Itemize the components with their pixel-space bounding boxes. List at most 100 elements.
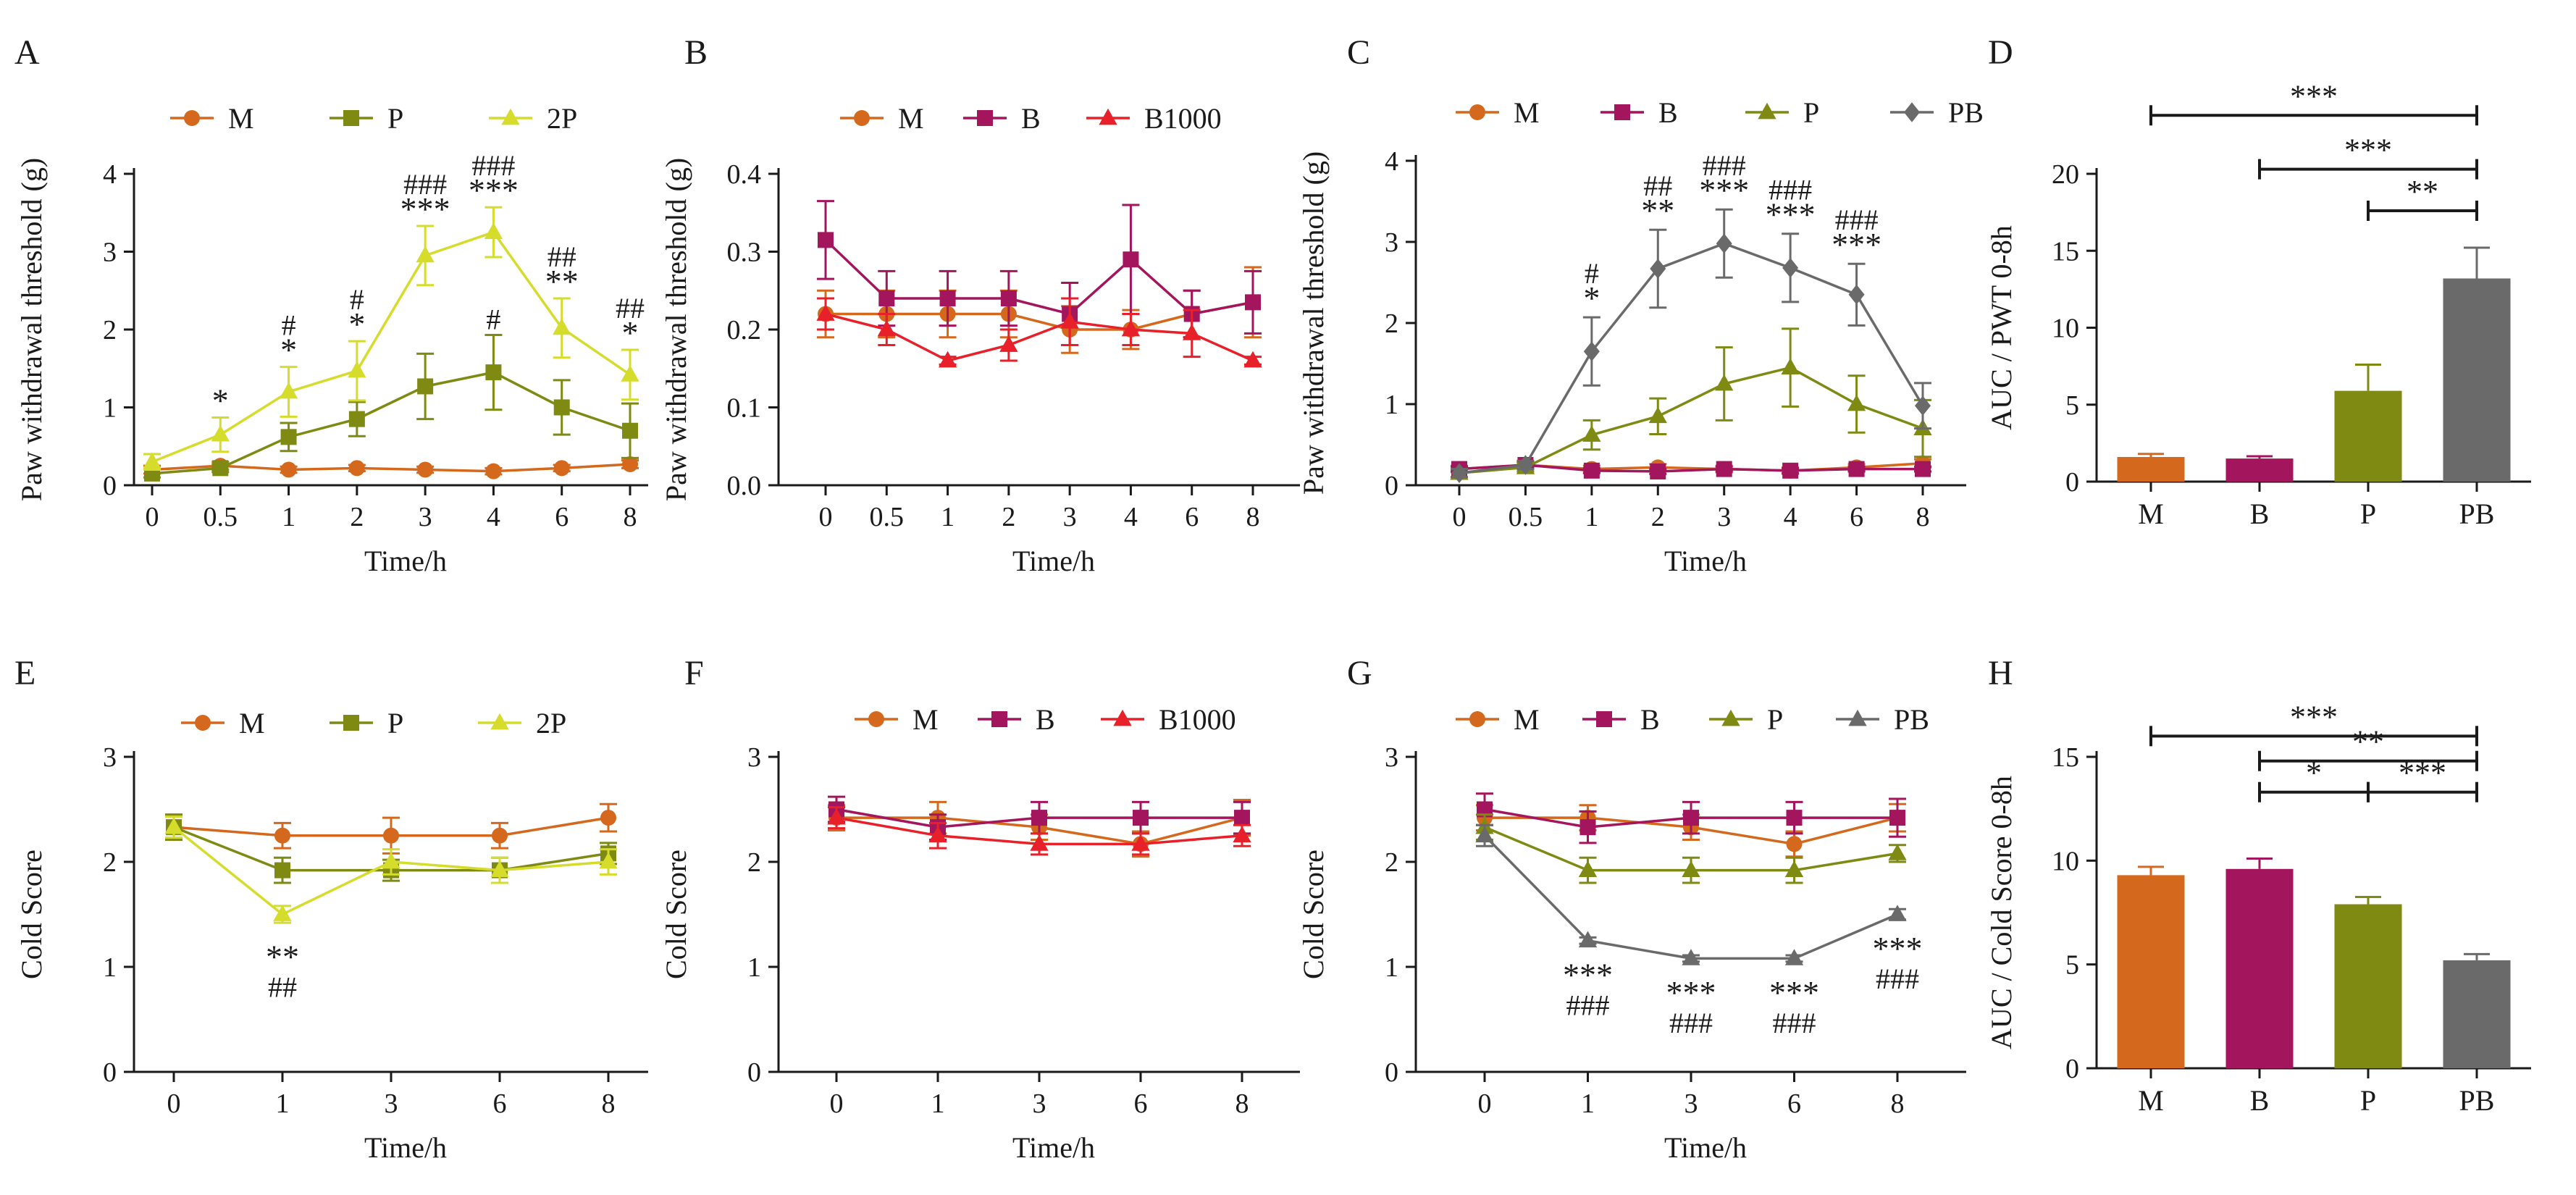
data-point [1784, 949, 1804, 965]
data-point [1847, 394, 1866, 411]
significance-mark: ## [547, 240, 576, 273]
bracket-label: ** [2352, 724, 2384, 760]
significance-mark: ** [1641, 192, 1674, 229]
x-tick-label: 8 [602, 1089, 616, 1119]
x-tick-label: M [2138, 498, 2164, 530]
series-line [824, 239, 1254, 316]
x-tick-label: 0 [819, 502, 833, 532]
series-line [151, 463, 631, 473]
data-point [1123, 251, 1139, 268]
x-tick-label: 0 [167, 1089, 181, 1119]
data-point [484, 222, 503, 239]
significance-bracket: ** [2367, 174, 2478, 221]
legend-marker [854, 110, 870, 126]
legend-marker [184, 110, 200, 126]
x-tick-label: 6 [1850, 502, 1863, 532]
y-tick-label: 2 [747, 847, 761, 878]
data-point [212, 460, 229, 477]
data-point [1648, 406, 1667, 424]
legend-marker [1596, 711, 1612, 727]
y-tick-label: 1 [1385, 952, 1398, 983]
significance-mark: ### [471, 149, 515, 182]
significance-mark: ## [268, 971, 297, 1004]
bracket-label: ** [2407, 174, 2438, 209]
legend-marker [343, 715, 359, 731]
legend-marker [1469, 104, 1485, 120]
data-point [1245, 294, 1261, 311]
bar-p [2334, 390, 2402, 482]
y-tick-label: 5 [2065, 950, 2079, 981]
legend-marker [343, 110, 359, 126]
legend-label: B [1658, 96, 1678, 129]
y-tick-label: 0.3 [727, 238, 762, 268]
bracket-label: *** [2290, 699, 2338, 734]
data-point [417, 378, 434, 395]
data-point [1682, 860, 1700, 877]
x-tick-label: 4 [487, 502, 500, 532]
legend-label: P [387, 102, 403, 135]
significance-bracket: * [2258, 755, 2370, 802]
x-tick-label: 6 [1185, 502, 1199, 532]
significance-mark: *** [1873, 930, 1923, 967]
x-tick-label: 1 [1581, 1089, 1595, 1119]
legend-label: M [898, 102, 924, 135]
data-point [280, 429, 297, 445]
series-pb: PB [1475, 703, 1929, 965]
panel-b: B 0.0 0.1 0.2 0.3 0.4 Paw withdrawal threshold… [660, 33, 1300, 577]
x-tick-label: 1 [941, 502, 955, 532]
significance-bracket: *** [2149, 78, 2478, 126]
data-point [1133, 810, 1149, 826]
x-tick-label: 6 [555, 502, 569, 532]
legend-marker [1099, 108, 1117, 125]
x-tick-label: 4 [1784, 502, 1797, 532]
panel-letter: D [1988, 33, 2013, 72]
significance-mark: ### [1566, 989, 1610, 1021]
data-point [1915, 395, 1931, 416]
data-point [553, 318, 571, 335]
data-point [279, 382, 298, 399]
significance-bracket: ** [2258, 724, 2478, 771]
y-tick-label: 1 [1385, 390, 1398, 420]
bracket-label: *** [2344, 133, 2392, 168]
data-point [280, 461, 297, 478]
series-line [825, 312, 1254, 362]
legend-label: P [1767, 703, 1783, 736]
legend-label: 2P [547, 102, 577, 135]
legend-label: PB [1894, 703, 1929, 736]
y-tick-label: 3 [747, 742, 761, 773]
data-point [622, 456, 638, 472]
data-point [1121, 319, 1141, 337]
y-tick-label: 15 [2052, 742, 2079, 773]
data-point [273, 905, 292, 921]
x-tick-label: P [2360, 1084, 2376, 1117]
series-b1000: B1000 [816, 102, 1262, 368]
x-tick-label: 0 [146, 502, 159, 532]
significance-mark: * [348, 306, 365, 343]
data-point [1000, 290, 1017, 306]
significance-mark: * [1583, 280, 1600, 316]
data-point [416, 246, 435, 263]
data-point [1716, 461, 1732, 477]
x-tick-label: 3 [1717, 502, 1731, 532]
data-point [1782, 462, 1799, 479]
significance-mark: ## [616, 292, 645, 324]
y-tick-label: 15 [2052, 236, 2079, 267]
panel-c: C 0 1 2 3 4 Paw withdrawal threshold (g) 0 0.5 1 2… [1297, 33, 1984, 577]
x-axis-label: Time/h [364, 545, 447, 577]
significance-mark: ### [403, 168, 447, 201]
bar-b [2225, 868, 2294, 1068]
data-point [1848, 285, 1865, 305]
y-tick-label: 1 [103, 952, 117, 983]
data-point [928, 826, 947, 843]
y-tick-label: 1 [103, 393, 117, 424]
data-point [622, 422, 638, 439]
legend-label: M [239, 707, 265, 739]
x-tick-label: 1 [931, 1089, 945, 1119]
data-point [1579, 819, 1596, 836]
y-tick-label: 0 [2065, 1054, 2079, 1084]
data-point [1782, 258, 1799, 278]
significance-bracket: *** [2258, 133, 2478, 180]
data-point [827, 808, 846, 825]
x-tick-label: B [2250, 1084, 2270, 1117]
